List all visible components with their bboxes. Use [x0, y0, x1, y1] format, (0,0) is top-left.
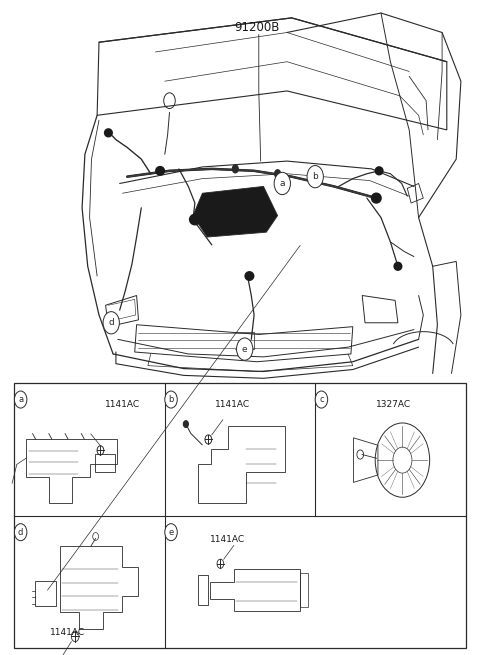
Circle shape: [274, 172, 290, 195]
Ellipse shape: [245, 272, 254, 280]
Text: c: c: [319, 395, 324, 404]
Circle shape: [237, 338, 253, 360]
Circle shape: [307, 166, 324, 188]
Text: e: e: [242, 345, 248, 354]
Text: e: e: [168, 528, 174, 536]
Circle shape: [14, 524, 27, 541]
Circle shape: [312, 177, 318, 185]
Text: b: b: [312, 172, 318, 181]
Bar: [14, 383, 466, 648]
Circle shape: [275, 170, 280, 178]
Ellipse shape: [105, 129, 112, 137]
Text: a: a: [18, 395, 23, 404]
Text: a: a: [279, 179, 285, 188]
Text: 1141AC: 1141AC: [215, 400, 250, 409]
Text: 1141AC: 1141AC: [49, 628, 84, 637]
Ellipse shape: [190, 214, 200, 225]
Circle shape: [103, 312, 120, 334]
Polygon shape: [193, 187, 277, 237]
Text: d: d: [18, 528, 24, 536]
Circle shape: [14, 391, 27, 408]
Text: 1327AC: 1327AC: [376, 400, 411, 409]
Bar: [95, 454, 115, 472]
Circle shape: [165, 524, 177, 541]
Ellipse shape: [375, 167, 383, 175]
Bar: [35, 581, 56, 605]
Circle shape: [315, 391, 328, 408]
Circle shape: [183, 421, 188, 427]
Ellipse shape: [372, 193, 381, 203]
Text: 1141AC: 1141AC: [105, 400, 140, 409]
Text: b: b: [168, 395, 174, 404]
Text: 1141AC: 1141AC: [210, 535, 246, 544]
Bar: [300, 573, 308, 607]
Circle shape: [165, 391, 177, 408]
Ellipse shape: [394, 263, 402, 271]
Text: d: d: [108, 318, 114, 328]
Circle shape: [232, 165, 238, 173]
Text: 91200B: 91200B: [234, 21, 280, 34]
Ellipse shape: [156, 166, 165, 175]
Bar: [198, 575, 208, 605]
